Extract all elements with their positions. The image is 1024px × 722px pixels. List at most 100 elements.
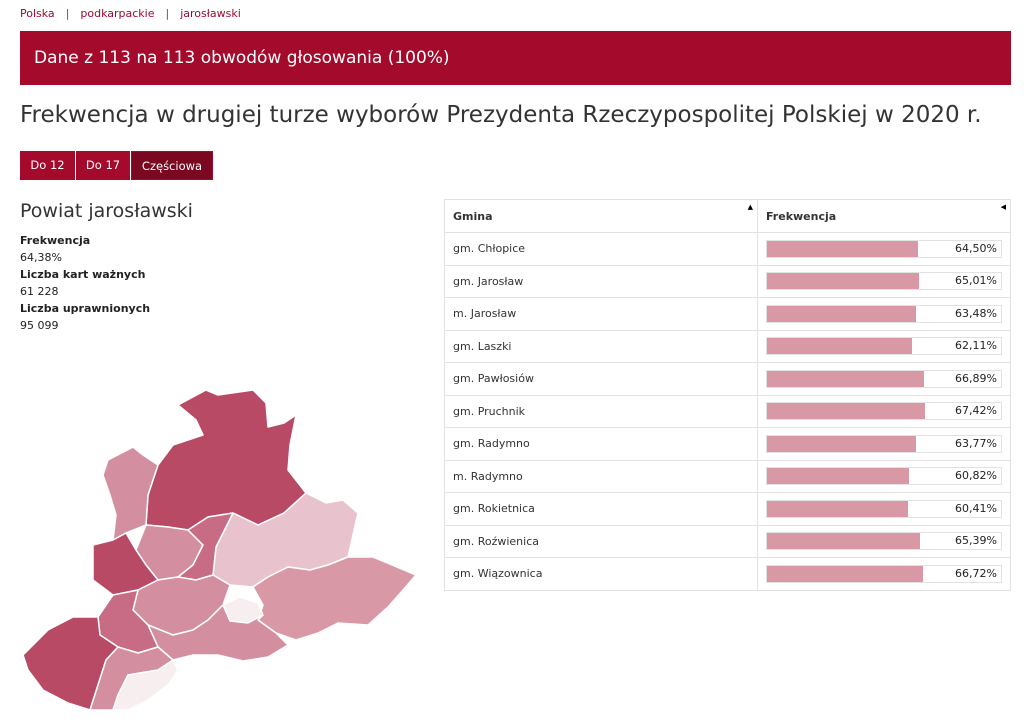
gmina-name: gm. Wiązownica [444,557,758,591]
turnout-bar-fill [767,500,909,517]
map-region-north[interactable] [145,389,307,531]
turnout-cell: 65,39% [757,524,1011,558]
tab-do-17[interactable]: Do 17 [76,151,131,180]
turnout-cell: 66,89% [757,362,1011,396]
gmina-name: gm. Jarosław [444,264,758,298]
gmina-name: gm. Chłopice [444,232,758,266]
turnout-cell: 63,77% [757,427,1011,461]
turnout-cell: 64,50% [757,232,1011,266]
turnout-bar: 66,72% [766,564,1002,583]
turnout-bar: 60,41% [766,499,1002,518]
turnout-value: 60,82% [955,469,997,483]
district-stats: Frekwencja 64,38% Liczba kart ważnych 61… [20,232,150,334]
column-header-gmina[interactable]: Gmina ▲ [444,199,758,233]
map-region-northwest[interactable] [102,446,159,541]
breadcrumb-separator: | [65,7,70,20]
turnout-value: 64,50% [955,241,997,255]
table-row: gm. Chłopice 64,50% [444,232,1011,266]
table-row: gm. Wiązownica 66,72% [444,557,1011,591]
turnout-bar: 62,11% [766,337,1002,356]
table-row: gm. Pruchnik 67,42% [444,394,1011,428]
turnout-bar: 63,48% [766,304,1002,323]
turnout-bar-fill [767,565,924,582]
breadcrumb-separator: | [165,7,170,20]
breadcrumb-link-jaroslawski[interactable]: jarosławski [180,7,241,20]
map-region-west[interactable] [92,532,159,596]
turnout-table: Gmina ▲ Frekwencja ◀ gm. Chłopice 64,50% g… [444,199,1011,591]
turnout-value: 66,89% [955,371,997,385]
turnout-bar-fill [767,435,917,452]
turnout-value: 62,11% [955,339,997,353]
turnout-value: 60,41% [955,501,997,515]
column-header-frekwencja-label: Frekwencja [766,209,837,223]
turnout-cell: 67,42% [757,394,1011,428]
sort-up-icon[interactable]: ▲ [747,203,753,211]
turnout-bar: 66,89% [766,369,1002,388]
turnout-bar-fill [767,338,913,355]
time-tabs: Do 12 Do 17 Częściowa [20,151,213,180]
turnout-cell: 60,41% [757,492,1011,526]
turnout-bar-fill [767,468,910,485]
stat-label-frekwencja: Frekwencja [20,234,91,247]
table-header-row: Gmina ▲ Frekwencja ◀ [444,199,1011,233]
gmina-name: m. Radymno [444,459,758,493]
table-row: gm. Radymno 63,77% [444,427,1011,461]
column-header-gmina-label: Gmina [453,209,493,223]
turnout-bar-fill [767,370,924,387]
gmina-name: gm. Roźwienica [444,524,758,558]
table-row: gm. Rokietnica 60,41% [444,492,1011,526]
breadcrumb-link-podkarpackie[interactable]: podkarpackie [80,7,155,20]
page-title: Frekwencja w drugiej turze wyborów Prezy… [20,102,982,128]
turnout-value: 63,48% [955,306,997,320]
tab-czesciowa[interactable]: Częściowa [131,151,213,180]
turnout-cell: 62,11% [757,329,1011,363]
sort-left-icon[interactable]: ◀ [1000,203,1006,211]
coverage-banner: Dane z 113 na 113 obwodów głosowania (10… [20,31,1011,85]
gmina-name: gm. Pruchnik [444,394,758,428]
turnout-bar: 60,82% [766,467,1002,486]
map-region-south-center[interactable] [147,604,289,662]
gmina-name: gm. Rokietnica [444,492,758,526]
district-name: Powiat jarosławski [20,200,193,222]
turnout-value: 63,77% [955,436,997,450]
turnout-bar: 65,39% [766,532,1002,551]
table-row: gm. Laszki 62,11% [444,329,1011,363]
turnout-value: 66,72% [955,566,997,580]
turnout-value: 67,42% [955,404,997,418]
gmina-name: gm. Pawłosiów [444,362,758,396]
gmina-name: gm. Radymno [444,427,758,461]
turnout-cell: 65,01% [757,264,1011,298]
stat-label-uprawnieni: Liczba uprawnionych [20,302,151,315]
stat-value-frekwencja: 64,38% [20,251,62,264]
table-row: gm. Jarosław 65,01% [444,264,1011,298]
turnout-bar: 67,42% [766,402,1002,421]
table-row: m. Radymno 60,82% [444,459,1011,493]
stat-value-karty: 61 228 [20,285,59,298]
stat-label-karty: Liczba kart ważnych [20,268,146,281]
turnout-bar: 64,50% [766,239,1002,258]
table-row: m. Jarosław 63,48% [444,297,1011,331]
turnout-bar-fill [767,240,918,257]
turnout-value: 65,01% [955,274,997,288]
table-row: gm. Pawłosiów 66,89% [444,362,1011,396]
turnout-value: 65,39% [955,534,997,548]
turnout-cell: 60,82% [757,459,1011,493]
turnout-bar-fill [767,533,920,550]
district-map [22,389,417,711]
breadcrumb-link-polska[interactable]: Polska [20,7,55,20]
turnout-cell: 66,72% [757,557,1011,591]
gmina-name: m. Jarosław [444,297,758,331]
breadcrumb: Polska | podkarpackie | jarosławski [20,7,241,20]
turnout-bar-fill [767,403,925,420]
gmina-name: gm. Laszki [444,329,758,363]
turnout-bar: 65,01% [766,272,1002,291]
turnout-bar-fill [767,305,916,322]
tab-do-12[interactable]: Do 12 [20,151,76,180]
turnout-bar: 63,77% [766,434,1002,453]
table-row: gm. Roźwienica 65,39% [444,524,1011,558]
turnout-bar-fill [767,273,920,290]
stat-value-uprawnieni: 95 099 [20,319,59,332]
map-region-south-lightest[interactable] [112,659,179,711]
turnout-cell: 63,48% [757,297,1011,331]
column-header-frekwencja[interactable]: Frekwencja ◀ [757,199,1011,233]
